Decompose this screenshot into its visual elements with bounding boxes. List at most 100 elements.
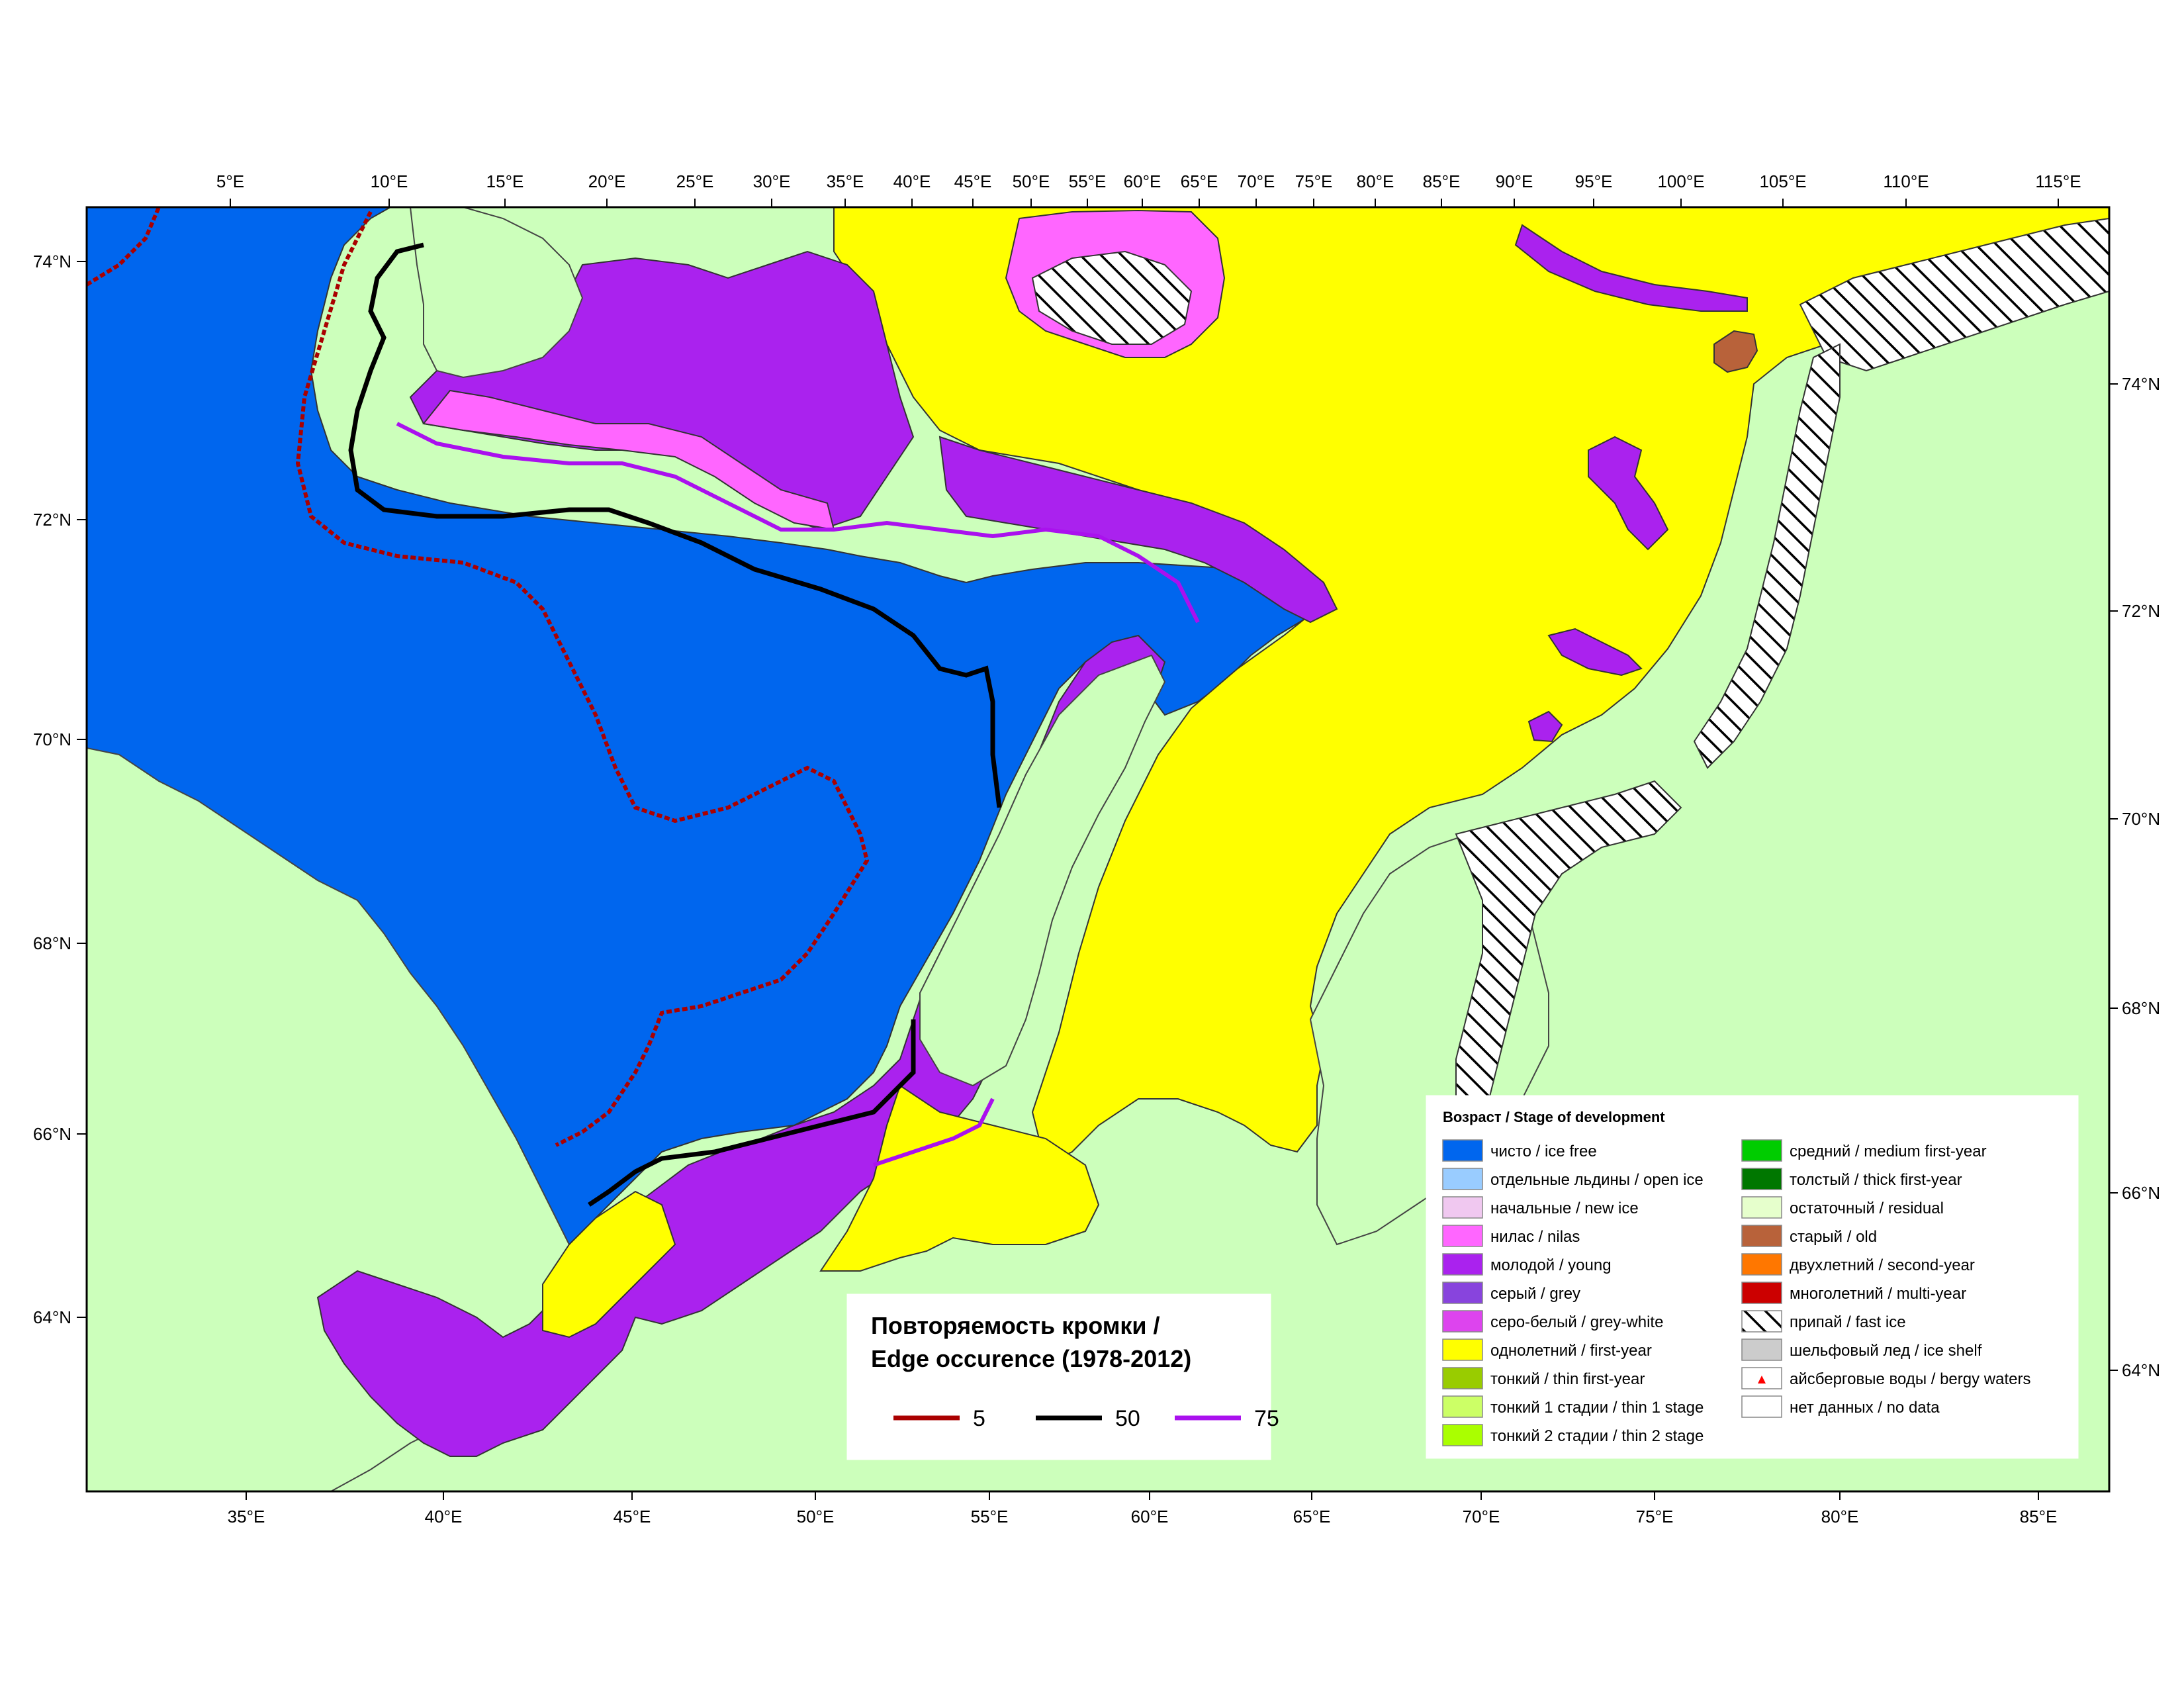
legend-label: шельфовый лед / ice shelf bbox=[1790, 1342, 1982, 1360]
legend-item: тонкий 2 стадии / thin 2 stage bbox=[1442, 1424, 1704, 1446]
legend-item: айсберговые воды / bergy waters bbox=[1741, 1367, 2030, 1389]
lat-label-left: 70°N bbox=[33, 729, 71, 749]
legend-swatch bbox=[1741, 1139, 1782, 1162]
legend-item: старый / old bbox=[1741, 1225, 1877, 1247]
lon-label-bottom: 65°E bbox=[1293, 1507, 1331, 1526]
lon-label-bottom: 40°E bbox=[425, 1507, 463, 1526]
legend-title: Возраст / Stage of development bbox=[1443, 1109, 1665, 1125]
legend-swatch bbox=[1442, 1310, 1483, 1333]
legend-label: серо-белый / grey-white bbox=[1490, 1313, 1663, 1331]
edge-item: 50 bbox=[1036, 1406, 1140, 1431]
edge-line-75 bbox=[396, 422, 1200, 624]
legend-item: многолетний / multi-year bbox=[1741, 1282, 1966, 1304]
legend-swatch bbox=[1442, 1367, 1483, 1389]
lon-label-top: 55°E bbox=[1069, 171, 1107, 191]
lon-label-bottom: 55°E bbox=[971, 1507, 1009, 1526]
lon-label-top: 75°E bbox=[1295, 171, 1333, 191]
legend-swatch bbox=[1741, 1338, 1782, 1361]
right-latitude-labels: 74°N 72°N 70°N 68°N 66°N 64°N bbox=[2109, 374, 2160, 1380]
lon-label-top: 85°E bbox=[1423, 171, 1461, 191]
lon-label-bottom: 60°E bbox=[1131, 1507, 1169, 1526]
yenisei-fast-ice bbox=[1455, 780, 1682, 1127]
legend-label: средний / medium first-year bbox=[1790, 1143, 1987, 1160]
lat-label-right: 70°N bbox=[2122, 809, 2160, 829]
legend-label: серый / grey bbox=[1490, 1285, 1580, 1303]
legend-item: молодой / young bbox=[1442, 1253, 1612, 1276]
legend-swatch bbox=[1741, 1196, 1782, 1219]
lon-label-top: 65°E bbox=[1181, 171, 1218, 191]
edge-occurrence-box: Повторяемость кромки / Edge occurence (1… bbox=[846, 1293, 1279, 1460]
legend-label: нилас / nilas bbox=[1490, 1228, 1580, 1246]
legend-label: айсберговые воды / bergy waters bbox=[1790, 1370, 2030, 1388]
legend-swatch bbox=[1741, 1395, 1782, 1418]
lon-label-top: 10°E bbox=[371, 171, 408, 191]
lat-label-right: 66°N bbox=[2122, 1183, 2160, 1203]
lat-label-left: 72°N bbox=[33, 510, 71, 530]
stage-legend: Возраст / Stage of development чисто / i… bbox=[1426, 1095, 2079, 1459]
legend-item: нет данных / no data bbox=[1741, 1395, 1940, 1418]
lon-label-top: 80°E bbox=[1357, 171, 1394, 191]
edge-line-75b bbox=[873, 1098, 995, 1167]
legend-swatch bbox=[1442, 1139, 1483, 1162]
legend-swatch bbox=[1741, 1310, 1782, 1333]
kara-young-patch-2 bbox=[1547, 628, 1643, 677]
lon-label-top: 15°E bbox=[486, 171, 524, 191]
legend-swatch bbox=[1741, 1282, 1782, 1304]
lon-label-top: 90°E bbox=[1496, 171, 1533, 191]
legend-item: двухлетний / second-year bbox=[1741, 1253, 1975, 1276]
lat-label-left: 74°N bbox=[33, 252, 71, 271]
legend-swatch bbox=[1442, 1424, 1483, 1446]
legend-label: тонкий / thin first-year bbox=[1490, 1370, 1645, 1388]
edge-item: 75 bbox=[1175, 1406, 1279, 1431]
svalbard-land bbox=[409, 207, 584, 379]
legend-label: старый / old bbox=[1790, 1228, 1877, 1246]
lat-label-right: 72°N bbox=[2122, 601, 2160, 621]
lon-label-top: 35°E bbox=[827, 171, 864, 191]
legend-swatch bbox=[1442, 1225, 1483, 1247]
legend-item: средний / medium first-year bbox=[1741, 1139, 1987, 1162]
lon-label-top: 25°E bbox=[676, 171, 714, 191]
legend-label: толстый / thick first-year bbox=[1790, 1171, 1962, 1189]
barents-nilas bbox=[422, 389, 835, 531]
legend-label: остаточный / residual bbox=[1790, 1199, 1944, 1217]
edge-item-label: 50 bbox=[1115, 1406, 1140, 1431]
old-ice-patch bbox=[1713, 330, 1758, 373]
legend-item: остаточный / residual bbox=[1741, 1196, 1944, 1219]
legend-swatch bbox=[1442, 1196, 1483, 1219]
legend-label: однолетний / first-year bbox=[1490, 1342, 1652, 1360]
lon-label-bottom: 50°E bbox=[797, 1507, 835, 1526]
kara-young-patch-3 bbox=[1527, 710, 1563, 743]
map-frame bbox=[85, 206, 2111, 1493]
lat-label-left: 64°N bbox=[33, 1307, 71, 1327]
lon-label-top: 70°E bbox=[1238, 171, 1275, 191]
novaya-zemlya-young bbox=[938, 436, 1338, 624]
edge-item-label: 5 bbox=[973, 1406, 985, 1431]
legend-item: припай / fast ice bbox=[1741, 1310, 1906, 1333]
lat-label-left: 68°N bbox=[33, 933, 71, 953]
legend-label: припай / fast ice bbox=[1790, 1313, 1906, 1331]
legend-label: тонкий 1 стадии / thin 1 stage bbox=[1490, 1399, 1704, 1417]
legend-swatch bbox=[1442, 1395, 1483, 1418]
legend-item: толстый / thick first-year bbox=[1741, 1168, 1962, 1190]
edge-box-title-2: Edge occurence (1978-2012) bbox=[871, 1345, 1191, 1372]
lon-label-bottom: 80°E bbox=[1821, 1507, 1859, 1526]
iceberg-icon bbox=[1758, 1376, 1766, 1383]
lon-label-top: 60°E bbox=[1124, 171, 1161, 191]
lat-label-right: 68°N bbox=[2122, 998, 2160, 1018]
edge-lines bbox=[87, 207, 1200, 1207]
legend-item: тонкий / thin first-year bbox=[1442, 1367, 1645, 1389]
lon-label-top: 110°E bbox=[1883, 171, 1929, 191]
taymyr-fast-ice bbox=[1693, 343, 1841, 769]
legend-swatch bbox=[1442, 1168, 1483, 1190]
lon-label-top: 20°E bbox=[588, 171, 626, 191]
edge-item: 5 bbox=[893, 1406, 985, 1431]
lon-label-top: 115°E bbox=[2035, 171, 2081, 191]
legend-label: двухлетний / second-year bbox=[1790, 1256, 1975, 1274]
legend-label: отдельные льдины / open ice bbox=[1490, 1171, 1704, 1189]
legend-item: серый / grey bbox=[1442, 1282, 1580, 1304]
white-sea-first-year-2 bbox=[542, 1190, 676, 1338]
edge-line-5b bbox=[87, 207, 161, 287]
lon-label-top: 40°E bbox=[893, 171, 931, 191]
legend-swatch bbox=[1442, 1253, 1483, 1276]
white-sea-first-year bbox=[819, 1084, 1100, 1272]
